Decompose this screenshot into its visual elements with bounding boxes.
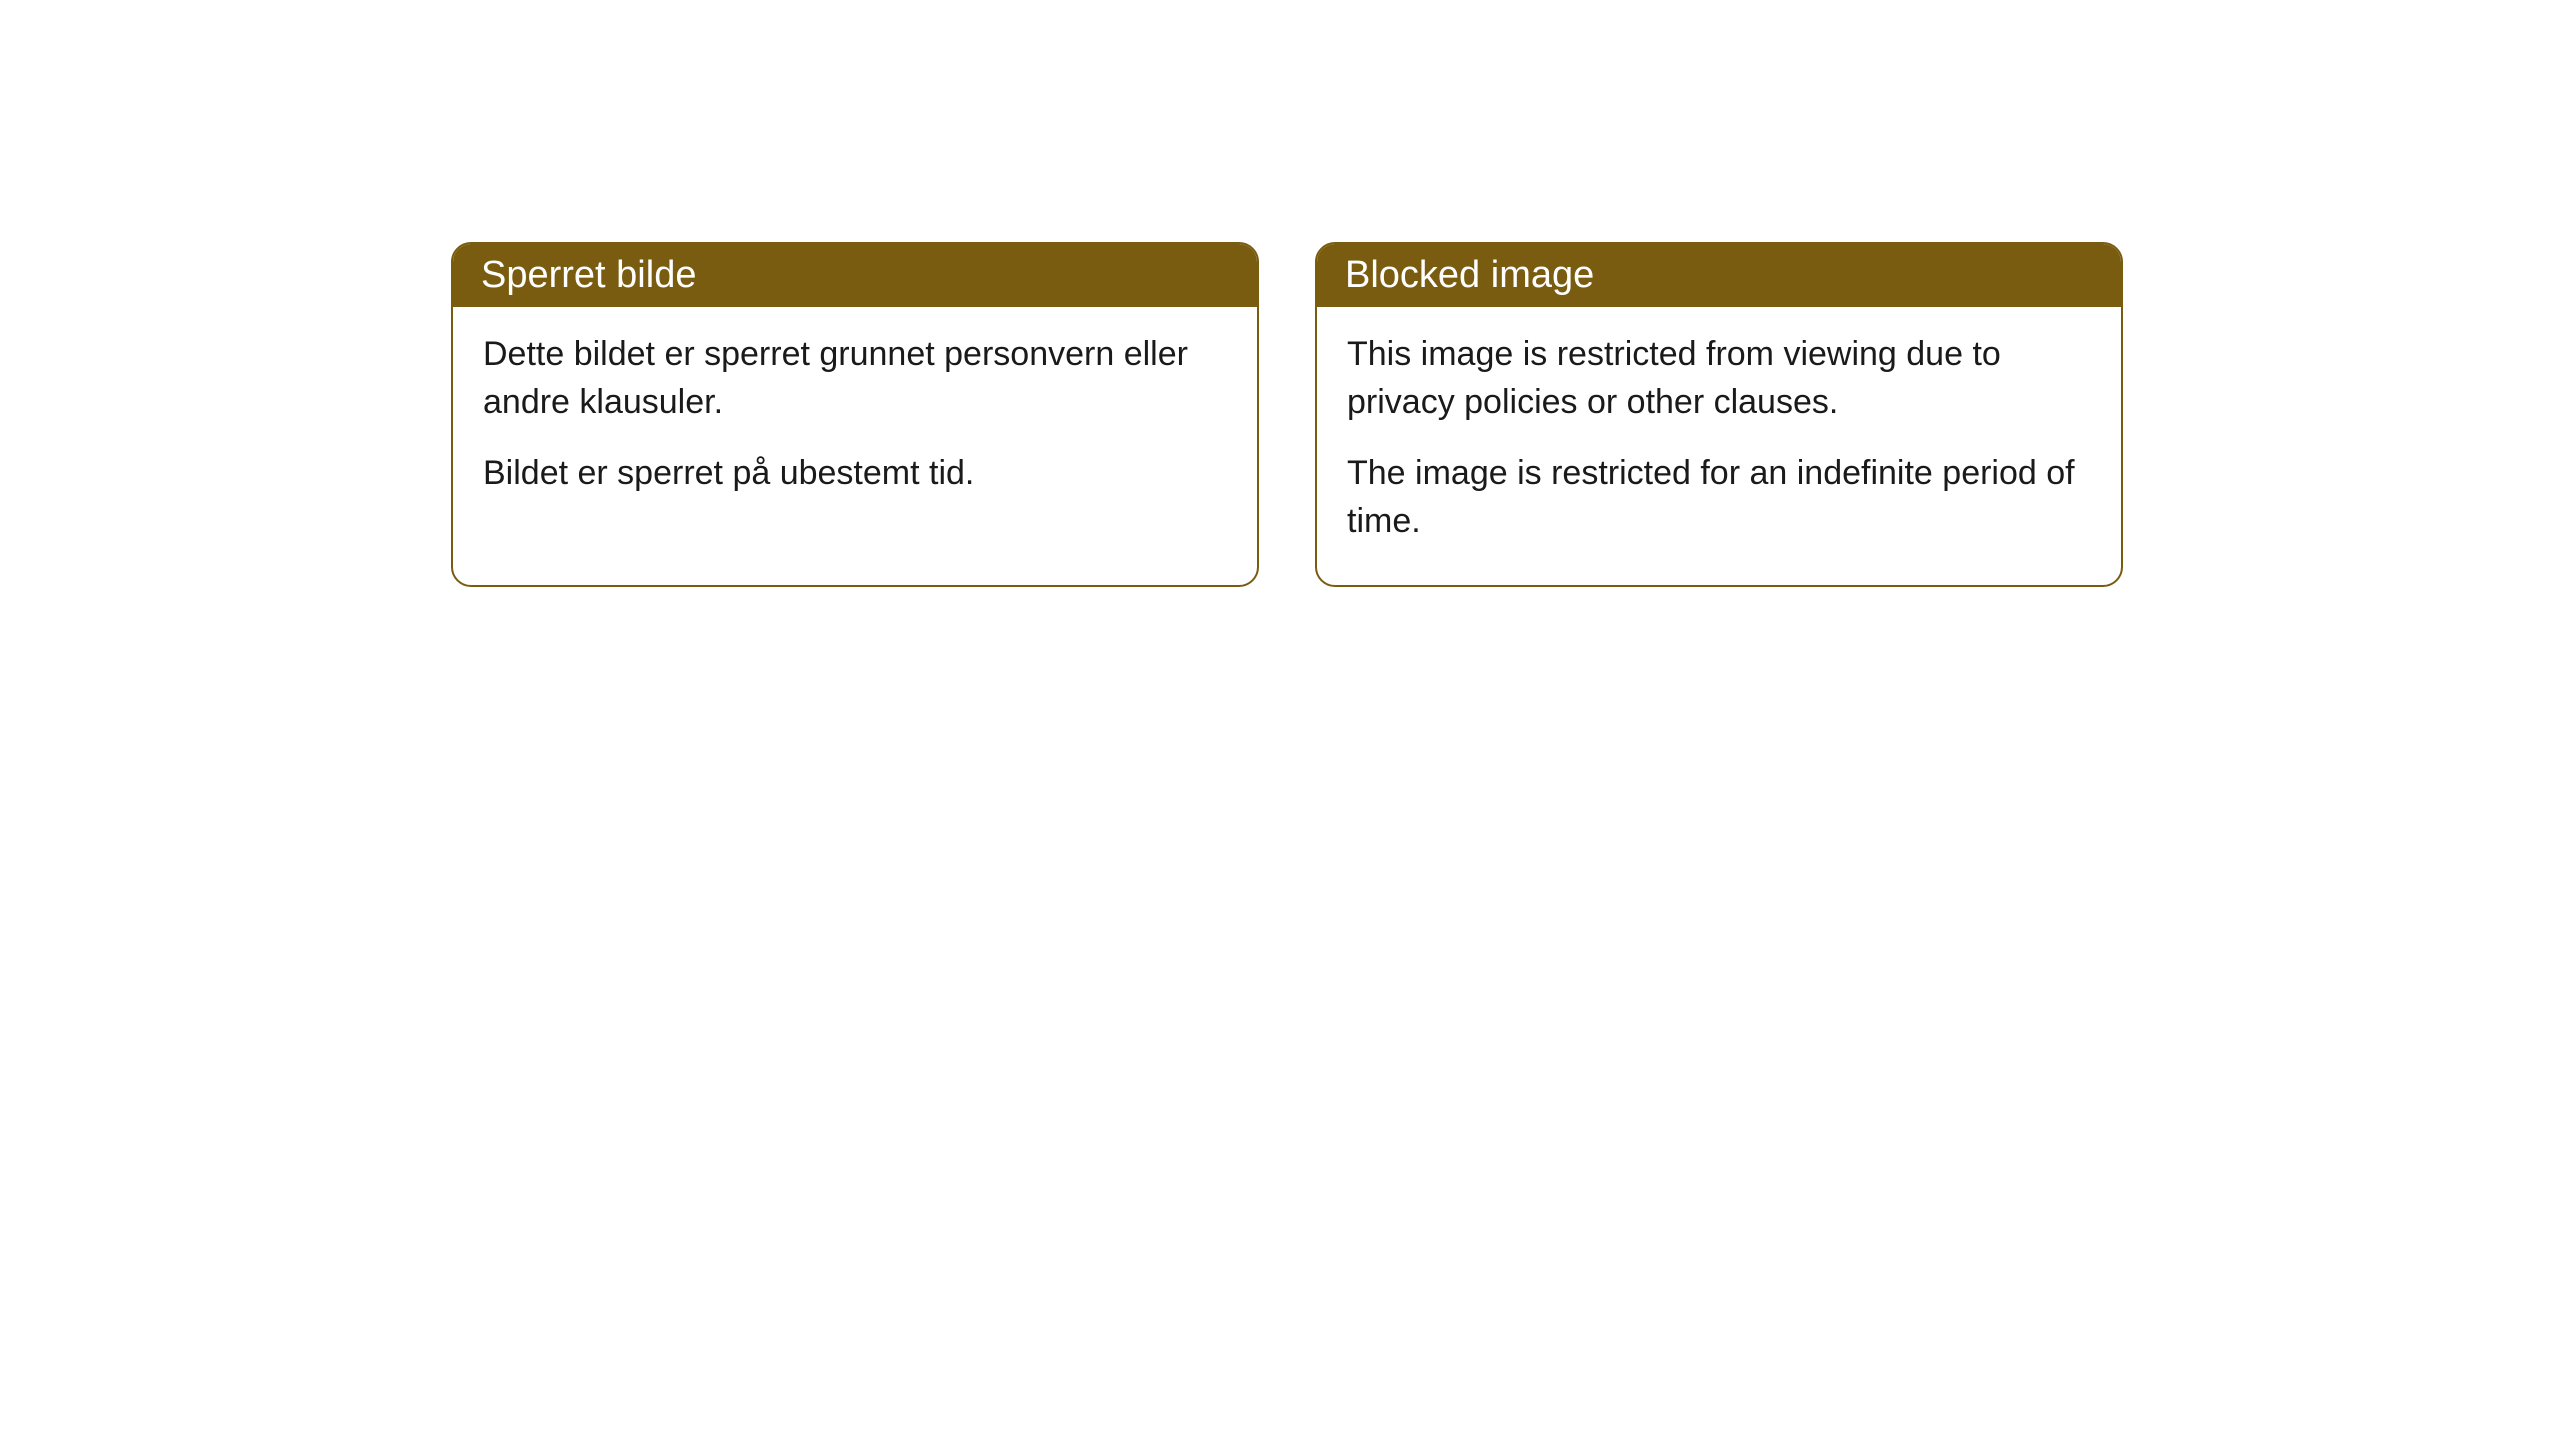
card-header-english: Blocked image xyxy=(1317,244,2121,307)
card-body-english: This image is restricted from viewing du… xyxy=(1317,307,2121,585)
notice-card-norwegian: Sperret bilde Dette bildet er sperret gr… xyxy=(451,242,1259,587)
card-paragraph: Dette bildet er sperret grunnet personve… xyxy=(483,331,1227,426)
card-paragraph: This image is restricted from viewing du… xyxy=(1347,331,2091,426)
card-body-norwegian: Dette bildet er sperret grunnet personve… xyxy=(453,307,1257,538)
card-title: Blocked image xyxy=(1345,254,1594,296)
card-paragraph: Bildet er sperret på ubestemt tid. xyxy=(483,450,1227,498)
notice-card-english: Blocked image This image is restricted f… xyxy=(1315,242,2123,587)
notice-cards-container: Sperret bilde Dette bildet er sperret gr… xyxy=(451,242,2123,587)
card-title: Sperret bilde xyxy=(481,254,696,296)
card-paragraph: The image is restricted for an indefinit… xyxy=(1347,450,2091,545)
card-header-norwegian: Sperret bilde xyxy=(453,244,1257,307)
